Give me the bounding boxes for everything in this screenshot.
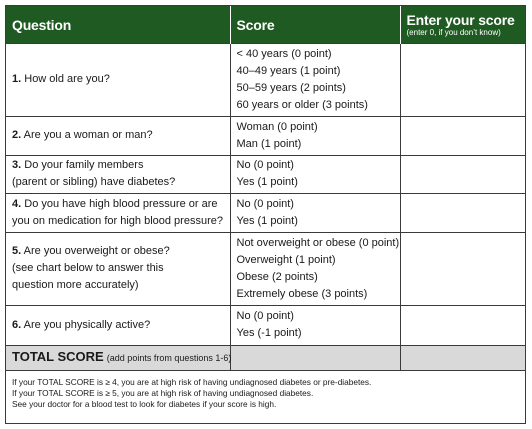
score-options-cell: Not overweight or obese (0 point) Overwe… [230,231,401,305]
score-column-header: Score [230,6,401,43]
header-row: Question Score Enter your score (enter 0… [6,6,525,43]
question-cell: 3. Do your family members (parent or sib… [6,154,231,193]
total-score-label: TOTAL SCORE [12,349,104,365]
footer-note-3: See your doctor for a blood test to look… [12,399,277,409]
total-score-label-cell: TOTAL SCORE (add points from questions 1… [6,344,232,370]
question-cell: 1. How old are you? [6,42,231,116]
total-score-note: (add points from questions 1-6) [106,353,232,364]
footer-note-2: If your TOTAL SCORE is ≥ 5, you are at h… [12,388,314,398]
enter-score-cell-6[interactable] [400,304,525,345]
question-cell: 2. Are you a woman or man? [6,115,231,155]
question-row-5: 5. Are you overweight or obese? (see cha… [6,231,525,305]
footer-note-1: If your TOTAL SCORE is ≥ 4, you are at h… [12,377,372,387]
enter-score-cell-5[interactable] [400,231,525,305]
score-options-cell: Woman (0 point) Man (1 point) [230,115,401,155]
enter-score-cell-3[interactable] [400,154,525,193]
enter-score-cell-1[interactable] [400,42,525,116]
question-cell: 4. Do you have high blood pressure or ar… [6,192,231,232]
enter-score-cell-2[interactable] [400,115,525,155]
question-row-1: 1. How old are you? < 40 years (0 point)… [6,42,525,116]
question-row-6: 6. Are you physically active? No (0 poin… [6,304,525,345]
footer-notes: If your TOTAL SCORE is ≥ 4, you are at h… [6,370,525,410]
score-options-cell: No (0 point) Yes (1 point) [230,192,401,232]
question-row-2: 2. Are you a woman or man? Woman (0 poin… [6,115,525,155]
total-score-empty-cell [230,344,401,370]
enter-score-column-header: Enter your score (enter 0, if you don’t … [400,6,525,43]
question-row-3: 3. Do your family members (parent or sib… [6,154,525,193]
question-cell: 6. Are you physically active? [6,304,231,345]
total-score-row: TOTAL SCORE (add points from questions 1… [6,344,525,370]
question-column-header: Question [6,6,231,43]
diabetes-risk-questionnaire: Question Score Enter your score (enter 0… [5,5,526,424]
enter-score-note: (enter 0, if you don’t know) [406,28,501,37]
score-options-cell: No (0 point) Yes (1 point) [230,154,401,193]
question-row-4: 4. Do you have high blood pressure or ar… [6,192,525,232]
enter-score-cell-4[interactable] [400,192,525,232]
question-cell: 5. Are you overweight or obese? (see cha… [6,231,231,305]
score-options-cell: < 40 years (0 point) 40–49 years (1 poin… [230,42,401,116]
score-options-cell: No (0 point) Yes (-1 point) [230,304,401,345]
total-score-input-cell[interactable] [400,344,525,370]
risk-score-table: Question Score Enter your score (enter 0… [6,6,525,370]
